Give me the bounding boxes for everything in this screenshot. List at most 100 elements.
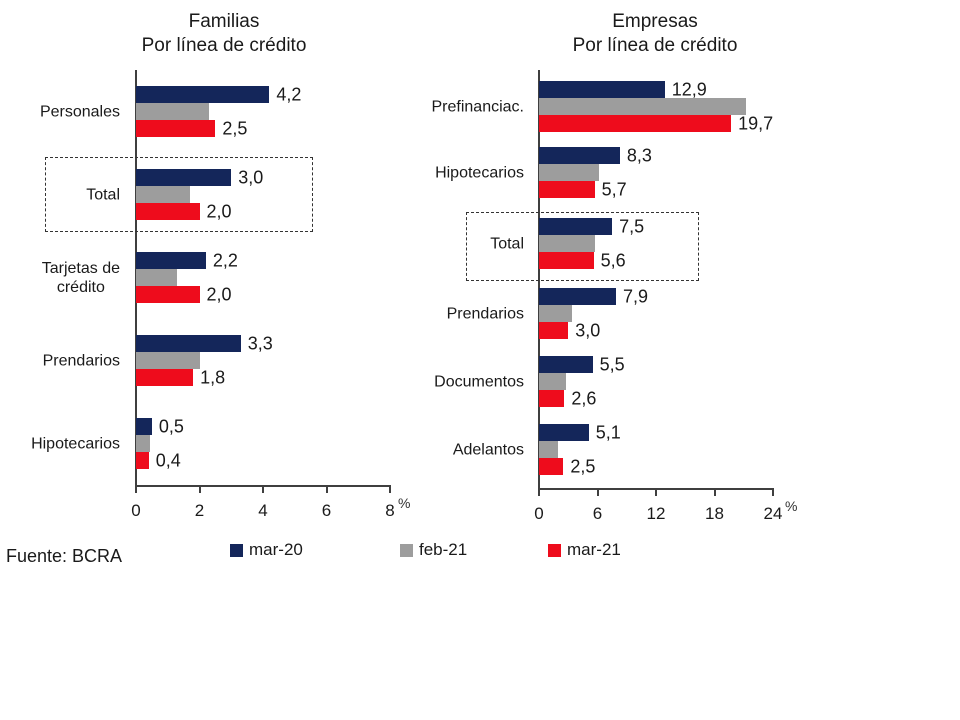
x-axis-tick-label: 18 [705, 504, 724, 523]
x-axis-tick [198, 487, 201, 493]
x-axis-tick-label: 12 [646, 504, 666, 523]
bar-value-label: 1,8 [200, 367, 226, 387]
chart-title: Familias [188, 11, 260, 32]
bar-mar-21-row0 [136, 120, 216, 137]
legend-item-mar-21: mar-21 [548, 540, 621, 560]
bar-mar-21-row2 [136, 286, 200, 303]
bar-value-label: 3,3 [247, 333, 273, 353]
legend-item-mar-20: mar-20 [230, 540, 303, 560]
bar-feb-21-row0 [539, 98, 746, 115]
bar-value-label: 12,9 [671, 79, 707, 99]
legend-label: feb-21 [419, 540, 468, 559]
x-axis-unit-label: % [785, 498, 798, 514]
x-axis-tick-label: 0 [534, 504, 544, 523]
bar-value-label: 19,7 [738, 113, 774, 133]
bar-feb-21-row2 [539, 235, 595, 252]
bar-value-label: 2,5 [222, 118, 248, 138]
bar-value-label: 2,5 [570, 456, 596, 476]
chart-subtitle: Por línea de crédito [572, 35, 738, 56]
bar-mar-20-row4 [539, 356, 593, 373]
legend-item-feb-21: feb-21 [400, 540, 467, 560]
bar-value-label: 0,5 [158, 416, 184, 436]
category-label: Prendarios [42, 352, 120, 369]
category-label: Hipotecarios [435, 164, 524, 181]
bar-feb-21-row0 [136, 103, 210, 120]
bar-feb-21-row4 [539, 373, 567, 390]
total-highlight-box [45, 157, 313, 232]
bar-value-label: 8,3 [626, 145, 652, 165]
bar-value-label: 3,0 [575, 320, 601, 340]
category-label: Total [86, 186, 120, 203]
bar-value-label: 2,0 [206, 201, 232, 221]
bar-value-label: 7,5 [619, 216, 645, 236]
x-axis-tick [772, 490, 774, 496]
category-label: Hipotecarios [31, 435, 120, 452]
category-label: Prefinanciac. [431, 98, 525, 115]
bar-mar-21-row1 [136, 203, 200, 220]
bar-value-label: 5,7 [601, 179, 627, 199]
bar-mar-21-row4 [539, 390, 565, 407]
x-axis-tick [389, 487, 391, 493]
total-highlight-box [466, 212, 699, 281]
x-axis-tick-label: 24 [763, 504, 783, 523]
bar-mar-20-row1 [539, 147, 620, 164]
x-axis-tick-label: 6 [592, 504, 603, 523]
bar-value-label: 0,4 [155, 450, 181, 470]
bar-feb-21-row4 [136, 435, 151, 452]
bar-value-label: 2,0 [206, 284, 232, 304]
bar-value-label: 2,2 [212, 250, 238, 270]
bar-feb-21-row3 [539, 305, 573, 322]
bar-mar-20-row2 [136, 252, 206, 269]
category-label: Personales [39, 103, 120, 120]
category-label: Prendarios [446, 305, 524, 322]
x-axis-tick [262, 487, 264, 493]
chart-subtitle: Por línea de crédito [141, 35, 307, 56]
bar-mar-21-row5 [539, 458, 564, 475]
bar-mar-21-row4 [136, 452, 149, 469]
bar-mar-21-row1 [539, 181, 595, 198]
bar-feb-21-row3 [136, 352, 200, 369]
category-label: Total [490, 235, 524, 252]
bar-value-label: 7,9 [623, 286, 649, 306]
bar-mar-20-row0 [539, 81, 665, 98]
bar-value-label: 3,0 [238, 167, 264, 187]
bar-feb-21-row2 [136, 269, 178, 286]
category-label: Tarjetas de crédito [41, 259, 120, 296]
bar-mar-21-row3 [539, 322, 569, 339]
x-axis-tick-label: 4 [258, 501, 268, 520]
x-axis-line [135, 485, 391, 487]
bar-mar-20-row5 [539, 424, 589, 441]
category-label: Documentos [434, 373, 524, 390]
bar-value-label: 4,2 [276, 84, 302, 104]
category-label: Adelantos [452, 441, 524, 458]
bar-feb-21-row1 [539, 164, 600, 181]
x-axis-line [538, 488, 774, 490]
x-axis-tick-label: 2 [194, 501, 205, 520]
legend-label: mar-21 [567, 540, 621, 559]
x-axis-tick [713, 490, 716, 496]
legend-swatch-icon [400, 543, 413, 557]
bar-mar-21-row2 [539, 252, 594, 269]
x-axis-tick-label: 0 [131, 501, 141, 520]
bar-feb-21-row1 [136, 186, 190, 203]
bar-mar-20-row3 [539, 288, 617, 305]
bar-mar-20-row1 [136, 169, 232, 186]
legend-swatch-icon [548, 543, 561, 557]
bar-feb-21-row5 [539, 441, 558, 458]
bar-mar-20-row0 [136, 86, 270, 103]
x-axis-tick [655, 490, 657, 496]
bar-value-label: 5,6 [600, 250, 626, 270]
x-axis-tick-label: 8 [385, 501, 395, 520]
x-axis-tick [538, 490, 540, 496]
bar-mar-21-row3 [136, 369, 194, 386]
x-axis-tick [325, 487, 328, 493]
bar-mar-20-row2 [539, 218, 613, 235]
legend-swatch-icon [230, 543, 243, 557]
source-note: Fuente: BCRA [6, 546, 123, 566]
bar-mar-21-row0 [539, 115, 732, 132]
x-axis-tick [596, 490, 599, 496]
legend-label: mar-20 [249, 540, 303, 559]
